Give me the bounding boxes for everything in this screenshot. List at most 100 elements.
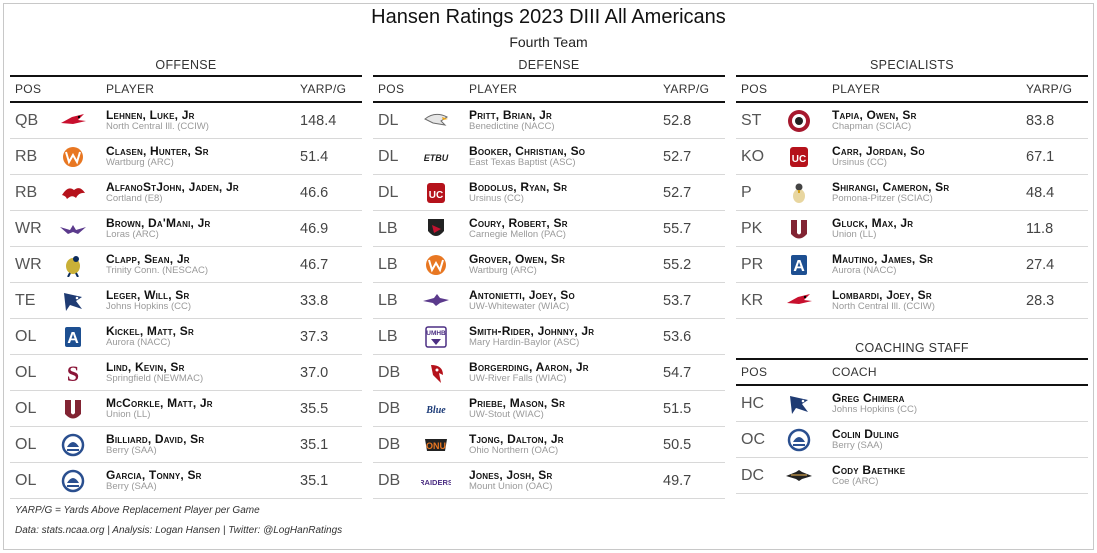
player-school: Johns Hopkins (CC) <box>832 403 917 415</box>
union-u-logo-icon <box>774 211 824 247</box>
player-header: PLAYER <box>106 82 155 96</box>
etbu-logo-icon: ETBU <box>411 139 461 175</box>
player-name: Kickel, Matt, Sr <box>106 324 194 338</box>
table-row: PK Gluck, Max, Jr Union (LL) 11.8 <box>736 211 1088 247</box>
player-school: North Central Ill. (CCIW) <box>832 300 935 312</box>
page-title: Hansen Ratings 2023 DIII All Americans <box>371 6 726 28</box>
player-name: Tjong, Dalton, Jr <box>469 432 564 446</box>
position-cell: P <box>741 183 752 201</box>
svg-text:Blue: Blue <box>425 405 446 416</box>
offense-rows: QB Lehnen, Luke, Jr North Central Ill. (CC… <box>10 103 362 499</box>
berry-viking-logo-icon <box>774 422 824 458</box>
position-cell: KR <box>741 291 764 309</box>
player-name: Booker, Christian, So <box>469 144 586 158</box>
union-u-logo-icon <box>48 391 98 427</box>
table-row: QB Lehnen, Luke, Jr North Central Ill. (CC… <box>10 103 362 139</box>
specialists-heading: SPECIALISTS <box>870 58 954 72</box>
pos-header: POS <box>15 82 42 96</box>
player-name: AlfanoStJohn, Jaden, Jr <box>106 180 239 194</box>
yarp-header: YARP/G <box>663 82 710 96</box>
red-dragon-logo-icon <box>48 175 98 211</box>
svg-text:S: S <box>67 361 79 385</box>
table-row: OL Garcia, Tonny, Sr Berry (SAA) 35.1 <box>10 463 362 499</box>
coaching-rows: HC Greg Chimera Johns Hopkins (CC) OC Colin … <box>736 386 1088 494</box>
position-cell: OL <box>15 471 37 489</box>
player-cell: Greg Chimera Johns Hopkins (CC) <box>824 392 1088 416</box>
svg-text:UC: UC <box>429 190 443 201</box>
table-row: DC Cody Baethke Coe (ARC) <box>736 458 1088 494</box>
raiders-logo-icon: RAIDERS <box>411 463 461 499</box>
player-name: Smith-Rider, Johnny, Jr <box>469 324 595 338</box>
position-cell: DB <box>378 399 401 417</box>
blue-jay-logo-icon <box>774 386 824 422</box>
bantam-logo-icon <box>48 247 98 283</box>
yarp-value: 67.1 <box>1026 148 1055 165</box>
position-cell: HC <box>741 394 765 412</box>
player-name: Carr, Jordan, So <box>832 144 925 158</box>
table-row: WR Clapp, Sean, Jr Trinity Conn. (NESCAC) 4… <box>10 247 362 283</box>
table-row: DL ETBU Booker, Christian, So East Texas Ba… <box>373 139 725 175</box>
table-row: ST Tapia, Owen, Sr Chapman (SCIAC) 83.8 <box>736 103 1088 139</box>
svg-text:A: A <box>67 330 79 347</box>
blue-jay-logo-icon <box>48 283 98 319</box>
player-cell: Coury, Robert, Sr Carnegie Mellon (PAC) <box>461 217 663 241</box>
yarp-value: 54.7 <box>663 364 692 381</box>
table-row: LB UMHB Smith-Rider, Johnny, Jr Mary Hardin… <box>373 319 725 355</box>
player-cell: Tapia, Owen, Sr Chapman (SCIAC) <box>824 109 1026 133</box>
table-row: OC Colin Duling Berry (SAA) <box>736 422 1088 458</box>
player-cell: Borgerding, Aaron, Jr UW-River Falls (WIA… <box>461 361 663 385</box>
duhawk-logo-icon <box>48 211 98 247</box>
position-cell: DL <box>378 111 399 129</box>
player-school: East Texas Baptist (ASC) <box>469 156 576 168</box>
position-cell: OL <box>15 399 37 417</box>
player-school: Benedictine (NACC) <box>469 120 555 132</box>
yarp-value: 52.7 <box>663 148 692 165</box>
position-cell: OC <box>741 430 765 448</box>
player-cell: Brown, Da'Mani, Jr Loras (ARC) <box>98 217 300 241</box>
player-cell: Grover, Owen, Sr Wartburg (ARC) <box>461 253 663 277</box>
table-row: OL A Kickel, Matt, Sr Aurora (NACC) 37.3 <box>10 319 362 355</box>
yarp-value: 148.4 <box>300 112 337 129</box>
defense-column-header: POS PLAYER YARP/G <box>373 75 725 103</box>
yarp-value: 11.8 <box>1026 220 1054 237</box>
yarp-value: 46.7 <box>300 256 329 273</box>
yarp-value: 55.2 <box>663 256 692 273</box>
position-cell: WR <box>15 255 42 273</box>
yarp-header: YARP/G <box>300 82 347 96</box>
player-school: UW-Whitewater (WIAC) <box>469 300 570 312</box>
chapman-c-logo-icon <box>774 103 824 139</box>
blue-devil-logo-icon: Blue <box>411 391 461 427</box>
player-cell: Carr, Jordan, So Ursinus (CC) <box>824 145 1026 169</box>
yarp-definition-note: YARP/G = Yards Above Replacement Player … <box>15 505 260 516</box>
table-row: OL S Lind, Kevin, Sr Springfield (NEWMAC) 37… <box>10 355 362 391</box>
position-cell: LB <box>378 219 398 237</box>
player-school: Ursinus (CC) <box>469 192 524 204</box>
player-name: Billiard, David, Sr <box>106 432 205 446</box>
player-name: Gluck, Max, Jr <box>832 216 914 230</box>
onu-logo-icon: ONU <box>411 427 461 463</box>
player-school: Wartburg (ARC) <box>469 264 537 276</box>
player-cell: Pritt, Brian, Jr Benedictine (NACC) <box>461 109 663 133</box>
player-school: Chapman (SCIAC) <box>832 120 912 132</box>
position-cell: OL <box>15 327 37 345</box>
player-name: Clapp, Sean, Jr <box>106 252 190 266</box>
player-school: Coe (ARC) <box>832 475 879 487</box>
table-row: OL Billiard, David, Sr Berry (SAA) 35.1 <box>10 427 362 463</box>
player-school: Johns Hopkins (CC) <box>106 300 191 312</box>
position-cell: TE <box>15 291 36 309</box>
player-name: Leger, Will, Sr <box>106 288 190 302</box>
source-credit-note: Data: stats.ncaa.org | Analysis: Logan H… <box>15 525 343 536</box>
player-name: Lehnen, Luke, Jr <box>106 108 195 122</box>
table-row: TE Leger, Will, Sr Johns Hopkins (CC) 33.8 <box>10 283 362 319</box>
position-cell: LB <box>378 255 398 273</box>
player-cell: Lehnen, Luke, Jr North Central Ill. (CCIW… <box>98 109 300 133</box>
graphic-frame <box>3 3 1094 550</box>
position-cell: DL <box>378 147 399 165</box>
player-cell: Booker, Christian, So East Texas Baptist … <box>461 145 663 169</box>
table-row: WR Brown, Da'Mani, Jr Loras (ARC) 46.9 <box>10 211 362 247</box>
player-school: Carnegie Mellon (PAC) <box>469 228 566 240</box>
yarp-value: 37.3 <box>300 328 329 345</box>
yarp-value: 33.8 <box>300 292 329 309</box>
position-cell: OL <box>15 435 37 453</box>
player-cell: Jones, Josh, Sr Mount Union (OAC) <box>461 469 663 493</box>
